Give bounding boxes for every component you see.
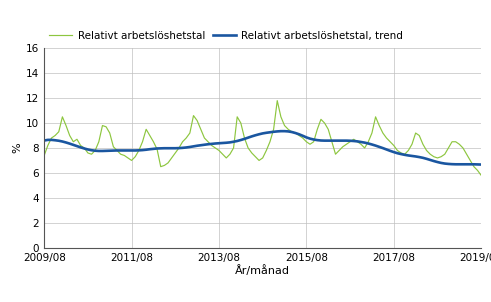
Relativt arbetslöshetstal, trend xyxy=(85,148,91,151)
Relativt arbetslöshetstal xyxy=(216,149,222,152)
Relativt arbetslöshetstal, trend xyxy=(216,141,222,145)
Relativt arbetslöshetstal, trend xyxy=(41,139,47,142)
Relativt arbetslöshetstal, trend xyxy=(406,154,411,157)
Legend: Relativt arbetslöshetstal, Relativt arbetslöshetstal, trend: Relativt arbetslöshetstal, Relativt arbe… xyxy=(50,31,403,41)
Relativt arbetslöshetstal xyxy=(285,127,291,131)
Relativt arbetslöshetstal xyxy=(85,151,91,155)
Relativt arbetslöshetstal xyxy=(41,154,47,157)
Relativt arbetslöshetstal xyxy=(406,149,411,152)
X-axis label: År/månad: År/månad xyxy=(235,265,290,276)
Relativt arbetslöshetstal, trend xyxy=(285,130,291,133)
Relativt arbetslöshetstal, trend xyxy=(191,145,196,148)
Relativt arbetslöshetstal xyxy=(227,153,233,156)
Line: Relativt arbetslöshetstal, trend: Relativt arbetslöshetstal, trend xyxy=(44,131,491,165)
Line: Relativt arbetslöshetstal: Relativt arbetslöshetstal xyxy=(44,101,491,175)
Y-axis label: %: % xyxy=(12,143,22,153)
Relativt arbetslöshetstal xyxy=(274,99,280,102)
Relativt arbetslöshetstal, trend xyxy=(278,129,284,133)
Relativt arbetslöshetstal xyxy=(478,174,484,177)
Relativt arbetslöshetstal xyxy=(191,114,196,117)
Relativt arbetslöshetstal, trend xyxy=(227,140,233,144)
